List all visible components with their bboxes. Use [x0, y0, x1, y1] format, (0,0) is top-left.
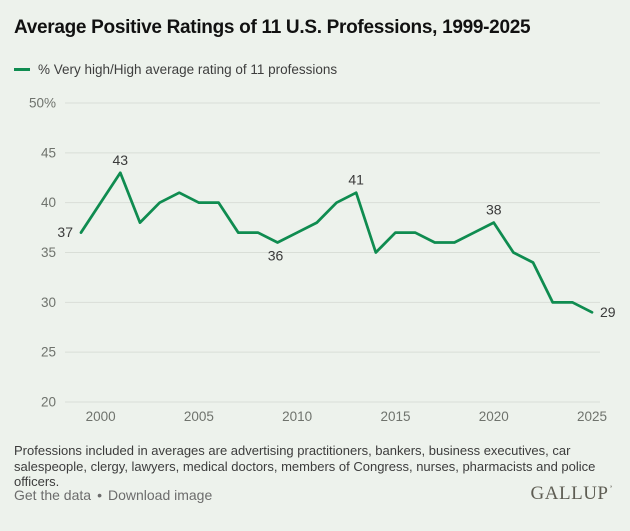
- x-axis-tick-label: 2015: [380, 409, 410, 424]
- page-title: Average Positive Ratings of 11 U.S. Prof…: [14, 17, 531, 38]
- x-axis-tick-label: 2020: [479, 409, 509, 424]
- gallup-logo: GALLUPʼ: [530, 483, 613, 504]
- x-axis-tick-label: 2025: [577, 409, 607, 424]
- gallup-logo-trademark: ʼ: [609, 483, 613, 494]
- y-axis-tick-label: 45: [41, 145, 56, 160]
- y-axis-tick-label: 25: [41, 345, 56, 360]
- legend-line-swatch-icon: [14, 68, 30, 71]
- footer-links: Get the data • Download image: [14, 487, 212, 503]
- x-axis-tick-label: 2000: [86, 409, 116, 424]
- data-point-label: 36: [268, 248, 284, 264]
- y-axis-tick-label: 50%: [29, 96, 56, 111]
- data-point-label: 37: [57, 224, 73, 240]
- download-image-link[interactable]: Download image: [107, 487, 213, 503]
- y-axis-tick-label: 40: [41, 195, 56, 210]
- x-axis-tick-label: 2010: [282, 409, 312, 424]
- y-axis-tick-label: 20: [41, 395, 56, 410]
- chart-legend: % Very high/High average rating of 11 pr…: [14, 62, 337, 77]
- footer-links-separator: •: [97, 487, 102, 503]
- data-point-label: 29: [600, 304, 616, 320]
- trend-line: [79, 171, 594, 314]
- data-point-label: 41: [348, 172, 364, 188]
- chart-footnote: Professions included in averages are adv…: [14, 443, 596, 489]
- x-axis-tick-label: 2005: [184, 409, 214, 424]
- y-axis-tick-label: 35: [41, 245, 56, 260]
- data-point-label: 38: [486, 202, 502, 218]
- data-point-label: 43: [113, 152, 129, 168]
- y-axis-tick-label: 30: [41, 295, 56, 310]
- get-the-data-link[interactable]: Get the data: [14, 487, 92, 503]
- legend-label: % Very high/High average rating of 11 pr…: [38, 62, 338, 77]
